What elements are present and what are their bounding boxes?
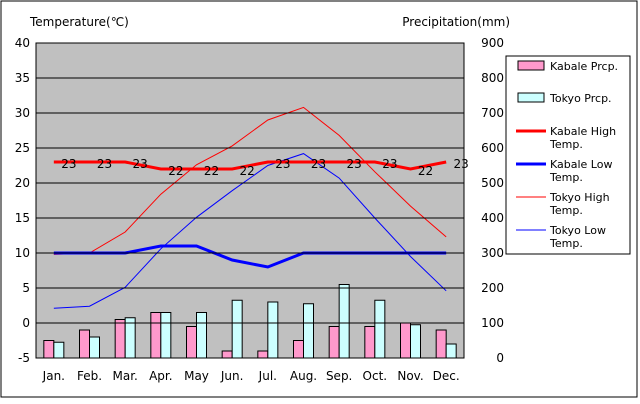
kabale-prcp-bar [79, 329, 90, 359]
legend-kabale-high-label-line2: Temp. [549, 138, 583, 151]
x-tick-label: Oct. [363, 369, 388, 383]
x-tick-label: Aug. [290, 369, 317, 383]
tokyo-prcp-bar [303, 303, 314, 359]
kabale-prcp-bar [186, 326, 197, 359]
x-axis-ticks: Jan. Feb. Mar. Apr. May Jun. Jul. Aug. Sep. Oct. N… [42, 369, 460, 383]
left-axis-title: Temperature(℃) [29, 15, 129, 29]
legend-tokyo-prcp-swatch [517, 92, 545, 103]
kabale-prcp-bar [114, 319, 126, 359]
legend-kabale-prcp-swatch [517, 60, 545, 71]
tokyo-high-line [53, 106, 447, 255]
right-tick-label: 100 [481, 316, 504, 330]
x-tick-label: Dec. [433, 369, 460, 383]
x-tick-label: Sep. [326, 369, 352, 383]
right-tick-label: 300 [481, 246, 504, 260]
kabale-prcp-bar [257, 350, 269, 359]
tokyo-prcp-bar [53, 341, 65, 359]
tokyo-prcp-bar [445, 343, 457, 359]
data-label: 23 [454, 157, 469, 171]
tokyo-prcp-bar [267, 301, 279, 359]
data-label: 23 [275, 157, 290, 171]
x-tick-label: May [184, 369, 209, 383]
legend-tokyo-low-label-line1: Tokyo Low [549, 224, 606, 237]
right-tick-label: 600 [481, 141, 504, 155]
tokyo-prcp-bar [160, 312, 172, 359]
data-label: 23 [382, 157, 397, 171]
left-tick-label: 25 [15, 141, 30, 155]
left-tick-label: 35 [15, 71, 30, 85]
kabale-prcp-bar [293, 340, 304, 359]
legend-tokyo-low-label-line2: Temp. [549, 237, 583, 250]
right-tick-label: 500 [481, 176, 504, 190]
data-label: 22 [240, 164, 255, 178]
left-tick-label: 5 [22, 281, 30, 295]
data-label: 22 [168, 164, 183, 178]
y-axis-ticks: -505101520253035400100200300400500600700… [15, 36, 504, 365]
tokyo-low-line [53, 153, 447, 309]
data-label: 23 [61, 157, 76, 171]
data-label: 23 [97, 157, 112, 171]
kabale-prcp-bar [364, 326, 376, 359]
left-tick-label: 20 [15, 176, 30, 190]
data-label-layer: 23 23 23 22 22 22 23 23 23 23 22 23 [61, 157, 469, 178]
tokyo-prcp-bar [231, 299, 243, 359]
legend-kabale-high-label-line1: Kabale High [550, 125, 616, 138]
kabale-prcp-bar [328, 326, 340, 359]
legend-kabale-low-label-line2: Temp. [549, 171, 583, 184]
right-tick-label: 0 [496, 351, 504, 365]
right-tick-label: 700 [481, 106, 504, 120]
tokyo-prcp-bar [410, 324, 421, 359]
legend-tokyo-high-label-line1: Tokyo High [549, 191, 610, 204]
left-tick-label: 0 [22, 316, 30, 330]
tokyo-prcp-bar [374, 299, 386, 359]
right-tick-label: 800 [481, 71, 504, 85]
x-tick-label: Feb. [77, 369, 102, 383]
kabale-prcp-bar [43, 340, 55, 359]
x-tick-label: Jul. [258, 369, 277, 383]
plot-area [35, 42, 465, 359]
legend-kabale-low-label-line1: Kabale Low [550, 158, 612, 171]
left-tick-label: 40 [15, 36, 30, 50]
left-tick-label: 30 [15, 106, 30, 120]
left-tick-label: 15 [15, 211, 30, 225]
kabale-prcp-bar [221, 350, 233, 359]
data-label: 23 [311, 157, 326, 171]
left-tick-label: -5 [18, 351, 30, 365]
left-tick-label: 10 [15, 246, 30, 260]
right-tick-label: 900 [481, 36, 504, 50]
data-label: 22 [204, 164, 219, 178]
right-tick-label: 200 [481, 281, 504, 295]
x-tick-label: Nov. [397, 369, 423, 383]
tokyo-prcp-bar [89, 336, 100, 359]
tokyo-prcp-bar [124, 317, 136, 359]
kabale-high-line [53, 160, 447, 171]
tokyo-prcp-bar [338, 284, 350, 359]
data-label: 23 [133, 157, 148, 171]
legend-tokyo-prcp-label: Tokyo Prcp. [549, 92, 612, 105]
right-axis-title: Precipitation(mm) [402, 15, 510, 29]
x-tick-label: Apr. [149, 369, 172, 383]
data-label: 22 [418, 164, 433, 178]
data-label: 23 [347, 157, 362, 171]
kabale-prcp-bar [435, 329, 447, 359]
legend-tokyo-high-label-line2: Temp. [549, 204, 583, 217]
x-tick-label: Jan. [42, 369, 65, 383]
right-tick-label: 400 [481, 211, 504, 225]
legend-box [505, 55, 631, 255]
legend: Kabale Prcp.Tokyo Prcp.Kabale HighTemp.K… [516, 60, 618, 250]
bar-layer [43, 284, 457, 359]
x-tick-label: Mar. [112, 369, 137, 383]
legend-kabale-prcp-label: Kabale Prcp. [550, 60, 618, 73]
tokyo-prcp-bar [196, 312, 207, 359]
kabale-prcp-bar [400, 322, 411, 359]
x-tick-label: Jun. [220, 369, 244, 383]
kabale-prcp-bar [150, 312, 162, 359]
